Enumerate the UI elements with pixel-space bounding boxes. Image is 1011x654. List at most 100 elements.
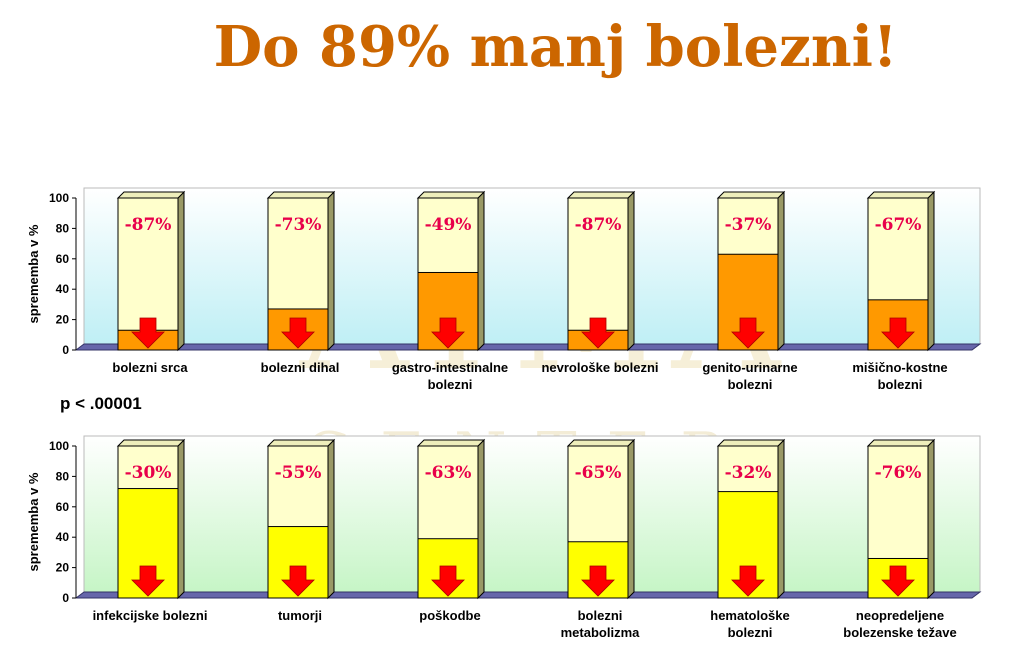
bar-top [866,439,936,447]
bar-percent-label: -49% [425,215,472,235]
y-tick-label: 20 [56,561,70,575]
y-tick-label: 60 [56,500,70,514]
down-arrow-icon [281,565,315,597]
bar-side [327,190,335,352]
bar-group: -30% [116,438,186,600]
down-arrow-icon [581,565,615,597]
bar-top [716,439,786,447]
chart-bottom: 0 20 40 60 80 100 sprememba v % -30% infekcijske… [26,435,982,640]
bar-top [266,191,336,199]
category-label: bolezni [878,377,923,392]
page-title: Do 89% manj bolezni! [213,14,898,80]
bar-top [266,439,336,447]
y-tick-label: 80 [56,221,70,235]
bar-top [116,191,186,199]
down-arrow-icon [731,565,765,597]
bar-percent-label: -37% [725,215,772,235]
bar-top [566,439,636,447]
category-label: bolezenske težave [843,625,956,640]
chart-wall [83,187,981,345]
category-label: hematološke [710,608,789,623]
bar-percent-label: -87% [575,215,622,235]
category-label: bolezni [428,377,473,392]
category-label: bolezni srca [112,360,188,375]
bar-percent-label: -32% [725,463,772,483]
bar-percent-label: -30% [125,463,172,483]
category-label: gastro-intestinalne [392,360,508,375]
bar-group: -76% [866,438,936,600]
bar-side [477,190,485,352]
bar-percent-label: -55% [275,463,322,483]
category-label: infekcijske bolezni [93,608,208,623]
down-arrow-icon [131,565,165,597]
category-label: bolezni dihal [261,360,340,375]
bar-percent-label: -63% [425,463,472,483]
chart-top: 0 20 40 60 80 100 sprememba v % -87% bolezni src… [26,187,982,392]
y-axis-label: sprememba v % [26,472,41,571]
down-arrow-icon [431,317,465,349]
y-tick-label: 60 [56,252,70,266]
down-arrow-icon [431,565,465,597]
down-arrow-icon [881,317,915,349]
bar-top [416,191,486,199]
down-arrow-icon [131,317,165,349]
y-tick-label: 100 [49,191,69,205]
bar-group: -63% [416,438,486,600]
category-label: bolezni [728,625,773,640]
bar-group: -87% [566,190,636,352]
chart-wall [83,435,981,593]
y-tick-label: 40 [56,282,70,296]
category-label: tumorji [278,608,322,623]
bar-side [777,190,785,352]
bar-top [866,191,936,199]
bar-group: -65% [566,438,636,600]
chart-floor [74,591,982,599]
y-tick-label: 0 [62,343,69,357]
bar-side [627,438,635,600]
y-tick-label: 20 [56,313,70,327]
bar-side [627,190,635,352]
bar-side [777,438,785,600]
y-axis-label: sprememba v % [26,224,41,323]
chart-floor [74,343,982,351]
bar-top [566,191,636,199]
category-label: poškodbe [419,608,480,623]
bar-percent-label: -87% [125,215,172,235]
category-label: mišično-kostne [852,360,947,375]
y-tick-label: 0 [62,591,69,605]
bar-group: -67% [866,190,936,352]
down-arrow-icon [731,317,765,349]
category-label: neopredeljene [856,608,944,623]
y-tick-label: 100 [49,439,69,453]
down-arrow-icon [881,565,915,597]
bar-percent-label: -65% [575,463,622,483]
category-label: metabolizma [561,625,641,640]
y-tick-label: 40 [56,530,70,544]
bar-side [927,438,935,600]
category-label: bolezni [728,377,773,392]
bar-group: -32% [716,438,786,600]
down-arrow-icon [281,317,315,349]
bar-group: -87% [116,190,186,352]
down-arrow-icon [581,317,615,349]
bar-group: -55% [266,438,336,600]
bar-side [477,438,485,600]
bar-percent-label: -67% [875,215,922,235]
bar-percent-label: -76% [875,463,922,483]
bar-side [327,438,335,600]
category-label: nevrološke bolezni [541,360,658,375]
bar-group: -49% [416,190,486,352]
category-label: bolezni [578,608,623,623]
bar-top [116,439,186,447]
bar-top [716,191,786,199]
bar-top [416,439,486,447]
bar-side [177,438,185,600]
bar-percent-label: -73% [275,215,322,235]
y-tick-label: 80 [56,469,70,483]
p-value-label: p < .00001 [60,394,142,413]
category-label: genito-urinarne [702,360,797,375]
bar-side [177,190,185,352]
bar-group: -37% [716,190,786,352]
bar-group: -73% [266,190,336,352]
bar-side [927,190,935,352]
